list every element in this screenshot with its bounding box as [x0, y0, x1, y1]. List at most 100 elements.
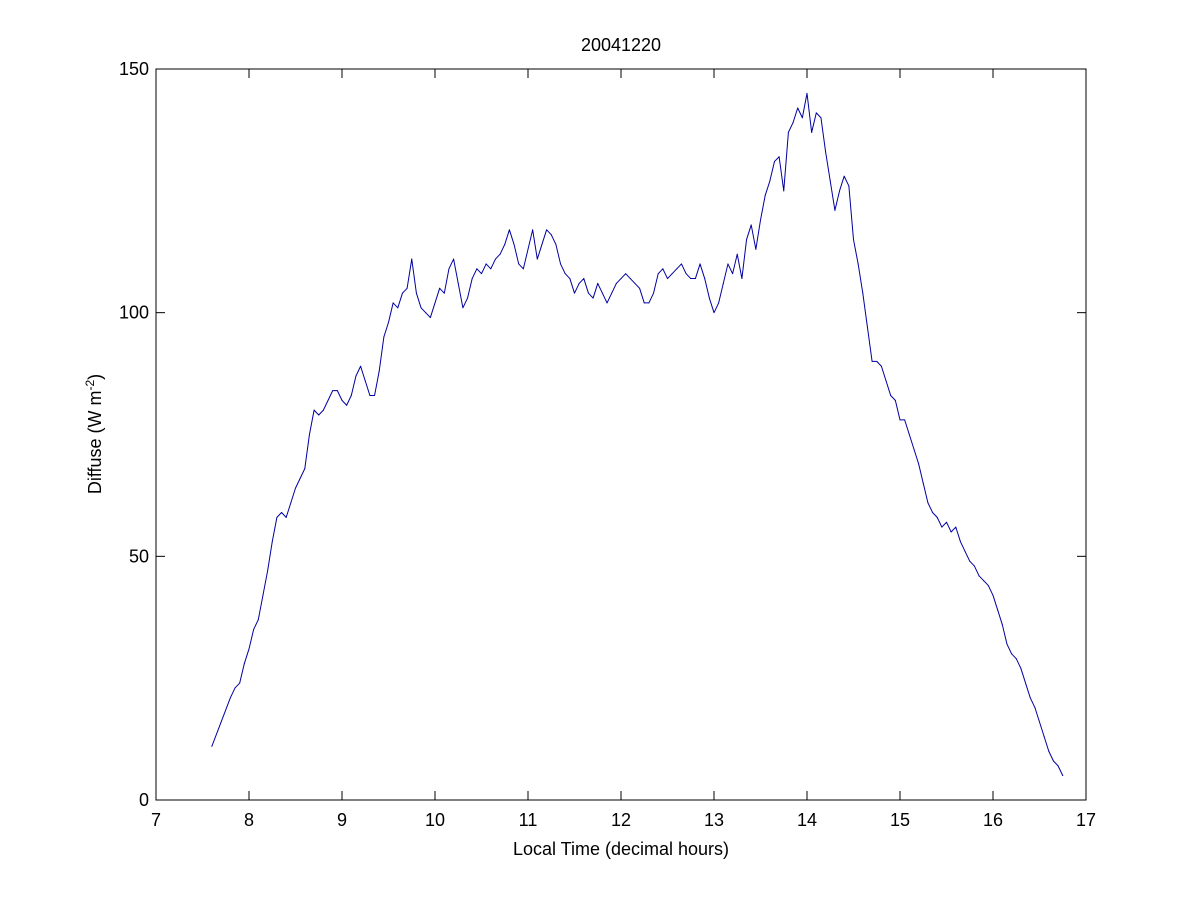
data-point	[1025, 682, 1027, 684]
data-point	[411, 258, 413, 260]
data-point	[829, 180, 831, 182]
data-point	[574, 292, 575, 294]
data-point	[453, 258, 455, 260]
data-point	[555, 243, 557, 245]
data-point	[769, 180, 771, 182]
data-point	[783, 190, 785, 192]
data-point	[481, 273, 482, 275]
data-point	[267, 570, 269, 572]
data-point	[597, 282, 599, 284]
data-point	[322, 409, 324, 411]
data-point	[518, 263, 520, 265]
data-point	[1020, 667, 1022, 669]
y-axis-title-superscript: -2	[83, 379, 97, 390]
y-tick-label: 0	[139, 790, 149, 810]
data-point	[332, 390, 334, 392]
data-point	[406, 287, 408, 289]
chart-title: 20041220	[581, 35, 661, 55]
data-point	[913, 448, 915, 450]
data-point	[397, 307, 399, 309]
data-point	[615, 282, 617, 284]
data-point	[285, 516, 287, 518]
data-point	[1043, 736, 1045, 738]
y-tick-label: 100	[119, 303, 149, 323]
data-point	[639, 287, 641, 289]
x-tick-label: 14	[797, 810, 817, 830]
data-point	[964, 550, 966, 552]
data-point	[601, 292, 603, 294]
data-point	[922, 482, 924, 484]
data-point	[234, 687, 236, 689]
data-point	[606, 302, 608, 304]
data-point	[1006, 643, 1008, 645]
data-point	[504, 243, 506, 245]
data-point	[415, 292, 417, 294]
series-layer	[211, 92, 1064, 777]
data-point	[736, 253, 738, 255]
data-point	[383, 336, 385, 338]
data-point	[346, 404, 348, 406]
data-point	[262, 594, 264, 596]
data-point	[276, 516, 278, 518]
data-point	[648, 302, 650, 304]
data-point	[820, 117, 822, 119]
data-point	[727, 263, 729, 265]
data-point	[862, 292, 864, 294]
data-point	[932, 511, 934, 513]
data-point	[848, 185, 850, 187]
data-point	[950, 531, 952, 533]
plot-frame	[155, 68, 1087, 801]
data-point	[625, 273, 627, 275]
data-point	[732, 273, 734, 275]
data-point	[467, 297, 469, 299]
data-point	[299, 477, 301, 479]
y-tick-labels: 0 50 100 150	[119, 59, 149, 810]
data-point	[392, 302, 394, 304]
data-point	[676, 268, 678, 270]
data-point	[741, 278, 743, 280]
data-point	[611, 292, 613, 294]
data-point	[690, 278, 692, 280]
data-point	[536, 258, 538, 260]
data-point	[764, 195, 766, 197]
data-point	[295, 487, 296, 489]
x-tick-label: 11	[519, 810, 538, 830]
data-point	[327, 399, 329, 401]
data-point	[880, 365, 882, 367]
data-point	[694, 278, 696, 280]
data-point	[959, 541, 961, 543]
data-point	[304, 468, 306, 470]
data-point	[983, 580, 985, 582]
data-point	[494, 258, 496, 260]
data-point	[773, 161, 775, 163]
data-point	[592, 297, 594, 299]
data-point	[629, 278, 631, 280]
series-line	[211, 92, 1064, 776]
data-point	[890, 395, 892, 397]
data-point	[657, 273, 659, 275]
data-point	[941, 526, 943, 528]
x-tick-label: 10	[425, 810, 445, 830]
data-point	[490, 268, 492, 270]
data-point	[885, 380, 887, 382]
data-point	[499, 253, 501, 255]
data-point	[908, 434, 910, 435]
data-point	[992, 594, 994, 596]
data-point	[671, 273, 673, 275]
data-point	[388, 321, 389, 323]
data-point	[485, 263, 487, 265]
data-point	[946, 521, 947, 523]
data-point	[220, 721, 222, 723]
data-point	[713, 312, 715, 314]
data-point	[355, 375, 357, 377]
data-point	[1039, 721, 1040, 723]
data-point	[583, 278, 585, 280]
data-point	[546, 229, 548, 231]
data-point	[587, 292, 589, 294]
data-point	[755, 248, 757, 250]
data-point	[667, 278, 668, 280]
data-point	[564, 273, 566, 275]
data-point	[904, 419, 906, 421]
data-point	[318, 414, 320, 416]
